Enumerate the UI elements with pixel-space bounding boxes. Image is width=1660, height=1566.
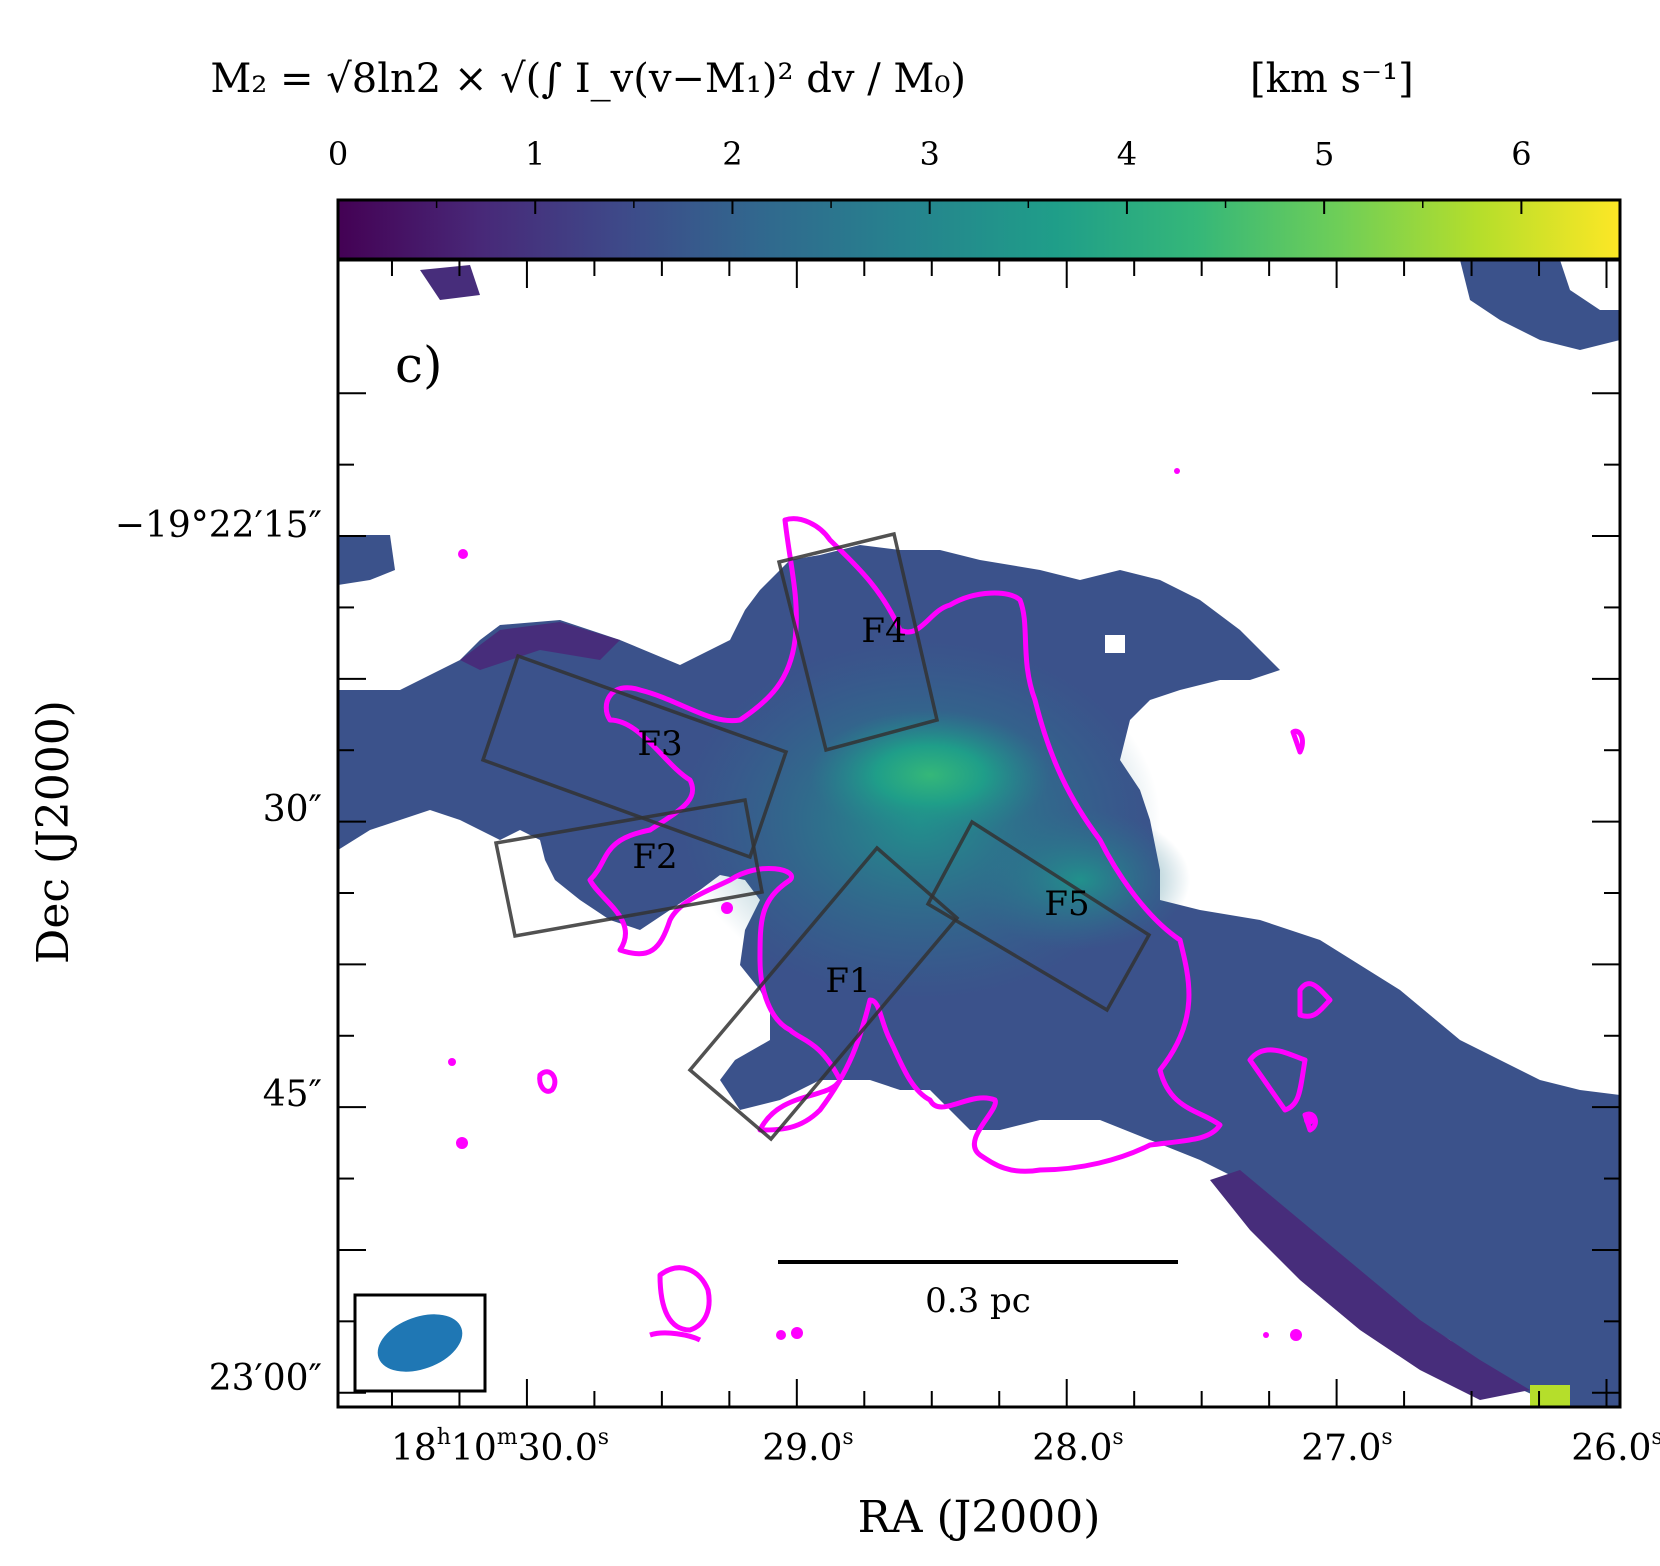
colorbar-tick-label: 0: [328, 135, 348, 173]
contour-main: [587, 516, 1223, 1174]
contour-dots: [448, 468, 1314, 1341]
colorbar-tick-label: 2: [722, 135, 742, 173]
contour-dot: [456, 1137, 468, 1149]
emission-northwest: [338, 535, 395, 585]
y-axis-label: Dec (J2000): [28, 700, 79, 964]
emission-hole: [1105, 635, 1125, 653]
map-panel: F1 F2 F3 F4 F5 c) 0.3 pc: [338, 260, 1620, 1407]
frame-ticks: [338, 260, 1620, 1407]
colorbar-tick-label: 6: [1511, 135, 1531, 173]
y-tick-label-45: 45″: [263, 1074, 322, 1115]
x-tick-label-26: 26.0s: [1571, 1425, 1660, 1469]
region-label-f4: F4: [861, 611, 906, 651]
contour-east-1: [1297, 981, 1333, 1019]
x-tick-labels: 18h10m30.0s 29.0s 28.0s 27.0s 26.0s: [391, 1425, 1660, 1469]
emission-northeast: [1460, 260, 1620, 350]
region-box-f1: [687, 845, 960, 1142]
axes-frame: [336, 258, 1622, 1409]
emission-dark-south: [1210, 1170, 1530, 1400]
plot-frame: [336, 258, 1622, 1409]
colorbar-title-formula: M₂ = √8ln2 × √(∫ I_v(v−M₁)² dv / M₀): [210, 56, 966, 102]
colorbar: 0 1 2 3 4 5 6: [328, 135, 1622, 261]
contours: [537, 516, 1333, 1343]
emission-top-left: [420, 265, 480, 300]
contour-w-1: [537, 1069, 558, 1094]
emission-corner-yellow: [1530, 1385, 1570, 1407]
x-tick-label-29: 29.0s: [762, 1425, 853, 1469]
contour-sw-2: [649, 1330, 702, 1343]
region-label-f5: F5: [1044, 884, 1089, 924]
contour-dot: [791, 1327, 803, 1339]
region-label-f2: F2: [632, 837, 677, 877]
colorbar-tick-label: 4: [1117, 135, 1137, 173]
colorbar-title-unit: [km s⁻¹]: [1250, 56, 1414, 102]
y-tick-label-15: −19°22′15″: [115, 505, 322, 546]
panel-label: c): [395, 336, 443, 394]
x-axis-label: RA (J2000): [858, 1492, 1101, 1543]
x-tick-label-27: 27.0s: [1301, 1425, 1392, 1469]
x-tick-label-28: 28.0s: [1032, 1425, 1123, 1469]
x-tick-label-30: 18h10m30.0s: [391, 1425, 609, 1469]
contour-dot: [458, 549, 468, 559]
colorbar-tick-label: 5: [1314, 135, 1334, 173]
colorbar-tick-label: 3: [920, 135, 940, 173]
region-label-f1: F1: [825, 961, 870, 1001]
colorbar-title: M₂ = √8ln2 × √(∫ I_v(v−M₁)² dv / M₀) [km…: [210, 56, 1413, 102]
region-label-f3: F3: [637, 724, 682, 764]
emission-peak: [810, 710, 1050, 840]
beam-inset: [353, 1293, 487, 1393]
y-tick-label-2300: 23′00″: [209, 1358, 322, 1399]
emission-dark-edge: [460, 622, 620, 670]
contour-dot: [1263, 1332, 1269, 1338]
contour-sw-1: [657, 1265, 712, 1333]
contour-dot: [1290, 1329, 1302, 1341]
contour-dot: [448, 1058, 456, 1066]
scale-bar-label: 0.3 pc: [925, 1281, 1031, 1321]
contour-dot: [1304, 1115, 1314, 1125]
region-labels: F1 F2 F3 F4 F5: [632, 611, 1089, 1001]
contour-east-4: [1290, 728, 1305, 755]
y-tick-label-30: 30″: [263, 789, 322, 830]
region-box-f3: [480, 653, 789, 860]
m2-map-image: [338, 260, 1620, 1407]
beam-ellipse: [377, 1314, 463, 1372]
colorbar-ticks: 0 1 2 3 4 5 6: [328, 135, 1532, 214]
colorbar-gradient: [336, 198, 1622, 261]
region-box-f5: [925, 819, 1152, 1013]
region-box-f4: [776, 531, 940, 753]
beam-box: [353, 1293, 487, 1393]
scale-bar: 0.3 pc: [778, 1260, 1178, 1321]
y-tick-labels: −19°22′15″ 30″ 45″ 23′00″: [115, 505, 322, 1399]
contour-dot: [721, 902, 733, 914]
colorbar-tick-label: 1: [525, 135, 545, 173]
contour-east-3: [1302, 1111, 1318, 1133]
contour-dot: [1174, 468, 1180, 474]
contour-east-2: [1247, 1047, 1308, 1113]
filament-regions: [480, 531, 1152, 1142]
contour-dot: [776, 1330, 786, 1340]
emission-east-bright: [970, 810, 1190, 950]
region-box-f2: [493, 797, 765, 939]
